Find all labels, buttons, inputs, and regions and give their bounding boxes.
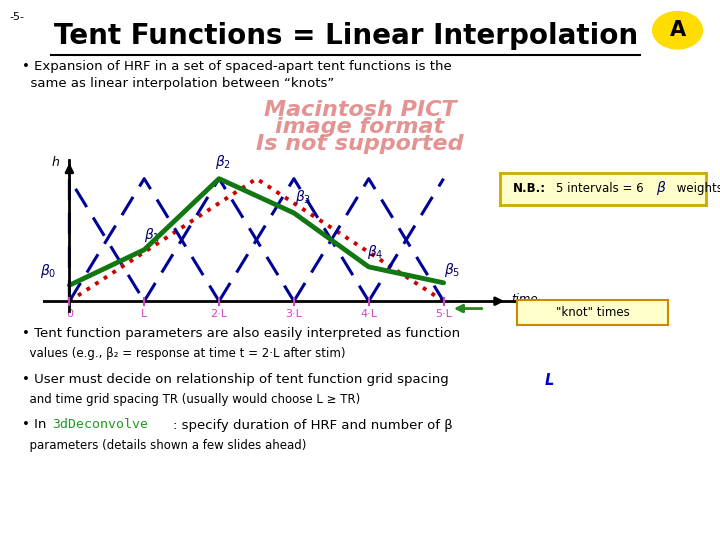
Text: $\beta_3$: $\beta_3$ [294, 187, 311, 206]
Text: 4·L: 4·L [360, 309, 377, 319]
Text: and time grid spacing TR (usually would choose L ≥ TR): and time grid spacing TR (usually would … [22, 393, 360, 406]
Text: time: time [511, 293, 538, 307]
Text: $\beta_2$: $\beta_2$ [215, 153, 231, 171]
Text: • User must decide on relationship of tent function grid spacing: • User must decide on relationship of te… [22, 373, 453, 386]
Text: • In: • In [22, 418, 50, 431]
Text: parameters (details shown a few slides ahead): parameters (details shown a few slides a… [22, 439, 306, 452]
Text: 5·L: 5·L [435, 309, 452, 319]
Text: Tent Functions = Linear Interpolation: Tent Functions = Linear Interpolation [53, 23, 638, 50]
Text: Is not supported: Is not supported [256, 134, 464, 154]
Text: 0: 0 [66, 309, 73, 319]
Text: h: h [52, 156, 60, 169]
Circle shape [652, 11, 703, 49]
Text: • Tent function parameters are also easily interpreted as function: • Tent function parameters are also easi… [22, 327, 460, 340]
Text: "knot" times: "knot" times [556, 306, 629, 319]
Text: 3dDeconvolve: 3dDeconvolve [52, 418, 148, 431]
Text: L: L [544, 373, 554, 388]
Text: $\beta_5$: $\beta_5$ [444, 261, 461, 279]
Text: $\beta_1$: $\beta_1$ [144, 226, 160, 244]
Text: 5 intervals = 6: 5 intervals = 6 [556, 182, 647, 195]
Text: values (e.g., β₂ = response at time t = 2·L after stim): values (e.g., β₂ = response at time t = … [22, 347, 345, 360]
Text: $\beta$: $\beta$ [657, 179, 667, 197]
Text: A: A [670, 20, 685, 40]
Text: : specify duration of HRF and number of β: : specify duration of HRF and number of … [173, 418, 453, 431]
Text: image format: image format [276, 117, 444, 137]
Text: weights: weights [672, 182, 720, 195]
Text: $\beta_4$: $\beta_4$ [366, 243, 383, 261]
Text: 3·L: 3·L [285, 309, 302, 319]
Text: L: L [141, 309, 148, 319]
Text: 2·L: 2·L [210, 309, 228, 319]
Text: N.B.:: N.B.: [513, 182, 546, 195]
Text: $\beta_0$: $\beta_0$ [40, 262, 57, 280]
Text: -5-: -5- [9, 12, 24, 22]
Text: same as linear interpolation between “knots”: same as linear interpolation between “kn… [22, 77, 334, 90]
Text: Macintosh PICT: Macintosh PICT [264, 100, 456, 120]
Text: • Expansion of HRF in a set of spaced-apart tent functions is the: • Expansion of HRF in a set of spaced-ap… [22, 60, 451, 73]
